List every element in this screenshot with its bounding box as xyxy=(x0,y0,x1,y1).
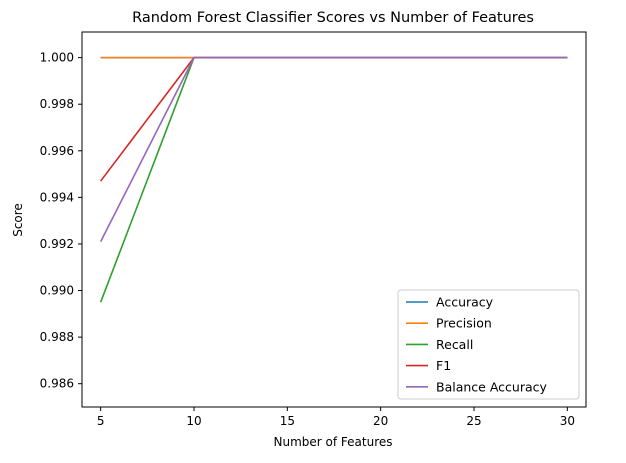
legend-frame xyxy=(397,289,580,400)
legend-label: Balance Accuracy xyxy=(436,379,547,394)
x-tick-label: 20 xyxy=(373,414,388,428)
y-tick-label: 0.988 xyxy=(40,330,74,344)
x-tick-label: 15 xyxy=(280,414,295,428)
y-axis: 0.986 0.988 0.990 0.992 0.994 0.996 0.998 1.000 xyxy=(40,51,82,391)
x-axis-title: Number of Features xyxy=(274,435,393,449)
x-tick-label: 5 xyxy=(97,414,105,428)
legend-label: Accuracy xyxy=(436,295,494,310)
y-tick-label: 1.000 xyxy=(40,51,74,65)
plot-frame xyxy=(81,31,587,408)
y-tick-label: 0.990 xyxy=(40,284,74,298)
series-line-recall xyxy=(99,56,568,303)
y-tick-label: 0.994 xyxy=(40,190,74,204)
y-tick-label: 0.992 xyxy=(40,237,74,251)
legend-label: F1 xyxy=(436,358,451,373)
legend: Accuracy Precision Recall F1 Balance Accurac… xyxy=(397,289,580,400)
legend-item: Accuracy xyxy=(406,295,494,310)
legend-item: F1 xyxy=(406,358,451,373)
y-tick-label: 0.986 xyxy=(40,377,74,391)
legend-item: Balance Accuracy xyxy=(406,379,547,394)
x-tick-label: 25 xyxy=(466,414,481,428)
y-axis-title: Score xyxy=(11,203,25,237)
x-axis: 5 10 15 20 25 30 xyxy=(97,407,575,428)
x-tick-label: 10 xyxy=(186,414,201,428)
x-tick-label: 30 xyxy=(560,414,575,428)
series-line-balance-accuracy xyxy=(99,56,568,242)
legend-item: Recall xyxy=(406,337,473,352)
y-tick-label: 0.996 xyxy=(40,144,74,158)
chart-title: Random Forest Classifier Scores vs Numbe… xyxy=(132,10,534,26)
legend-label: Recall xyxy=(436,337,473,352)
legend-label: Precision xyxy=(436,316,492,331)
y-tick-label: 0.998 xyxy=(40,97,74,111)
legend-item: Precision xyxy=(406,316,492,331)
series-layer xyxy=(99,56,568,303)
